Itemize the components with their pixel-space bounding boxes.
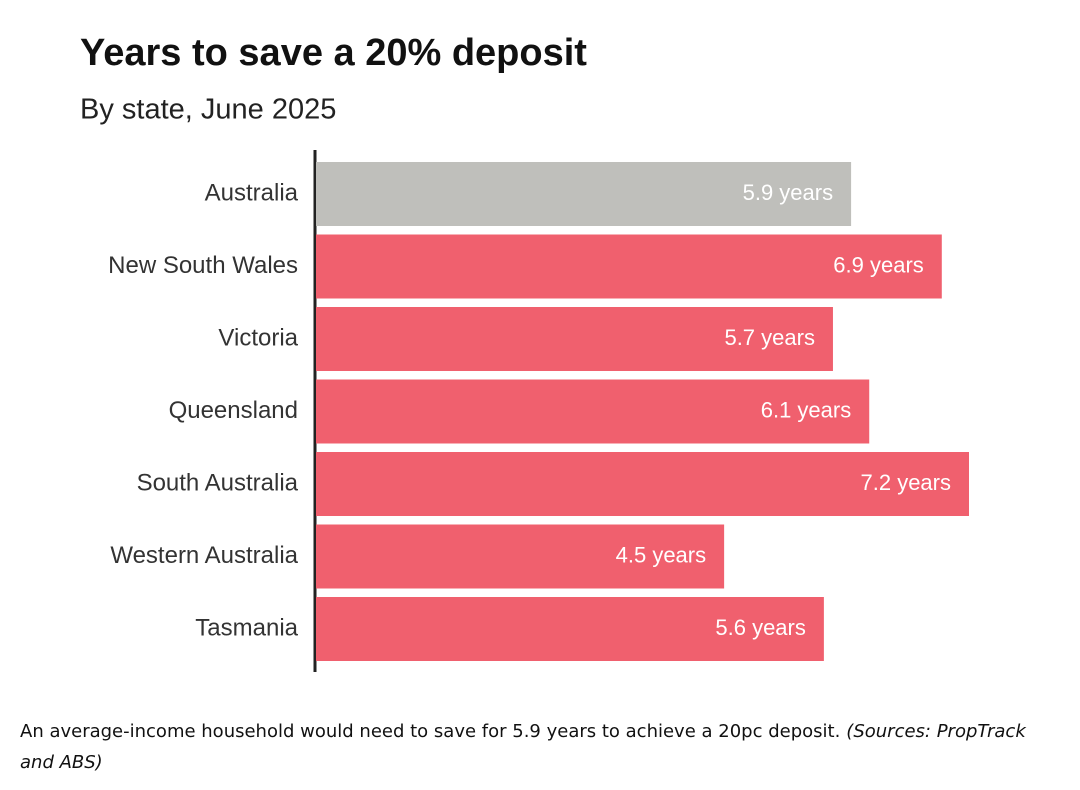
bar bbox=[316, 597, 824, 661]
value-label: 5.6 years bbox=[715, 615, 806, 640]
value-label: 7.2 years bbox=[861, 470, 952, 495]
bar bbox=[316, 452, 969, 516]
bar bbox=[316, 379, 870, 444]
value-label: 5.7 years bbox=[724, 325, 815, 350]
value-label: 6.9 years bbox=[833, 252, 924, 277]
bar bbox=[316, 307, 833, 371]
chart-subtitle: By state, June 2025 bbox=[80, 94, 336, 126]
category-label: Australia bbox=[205, 179, 299, 206]
category-label: Tasmania bbox=[195, 614, 298, 641]
chart-title: Years to save a 20% deposit bbox=[80, 32, 587, 74]
category-label: New South Wales bbox=[108, 252, 298, 279]
value-label: 5.9 years bbox=[743, 180, 834, 205]
caption-text: An average-income household would need t… bbox=[20, 721, 841, 742]
caption: An average-income household would need t… bbox=[20, 716, 1060, 778]
category-label: Western Australia bbox=[110, 542, 298, 569]
bar bbox=[316, 234, 942, 299]
bar bbox=[316, 162, 852, 226]
bar bbox=[316, 524, 725, 589]
category-label: Queensland bbox=[169, 397, 298, 424]
category-label: Victoria bbox=[218, 324, 298, 351]
source: (Sources: PropTrack and ABS) bbox=[20, 721, 1026, 773]
value-label: 4.5 years bbox=[616, 542, 707, 567]
category-label: South Australia bbox=[137, 469, 299, 496]
value-label: 6.1 years bbox=[761, 397, 852, 422]
chart: Years to save a 20% deposit By state, Ju… bbox=[80, 32, 969, 672]
